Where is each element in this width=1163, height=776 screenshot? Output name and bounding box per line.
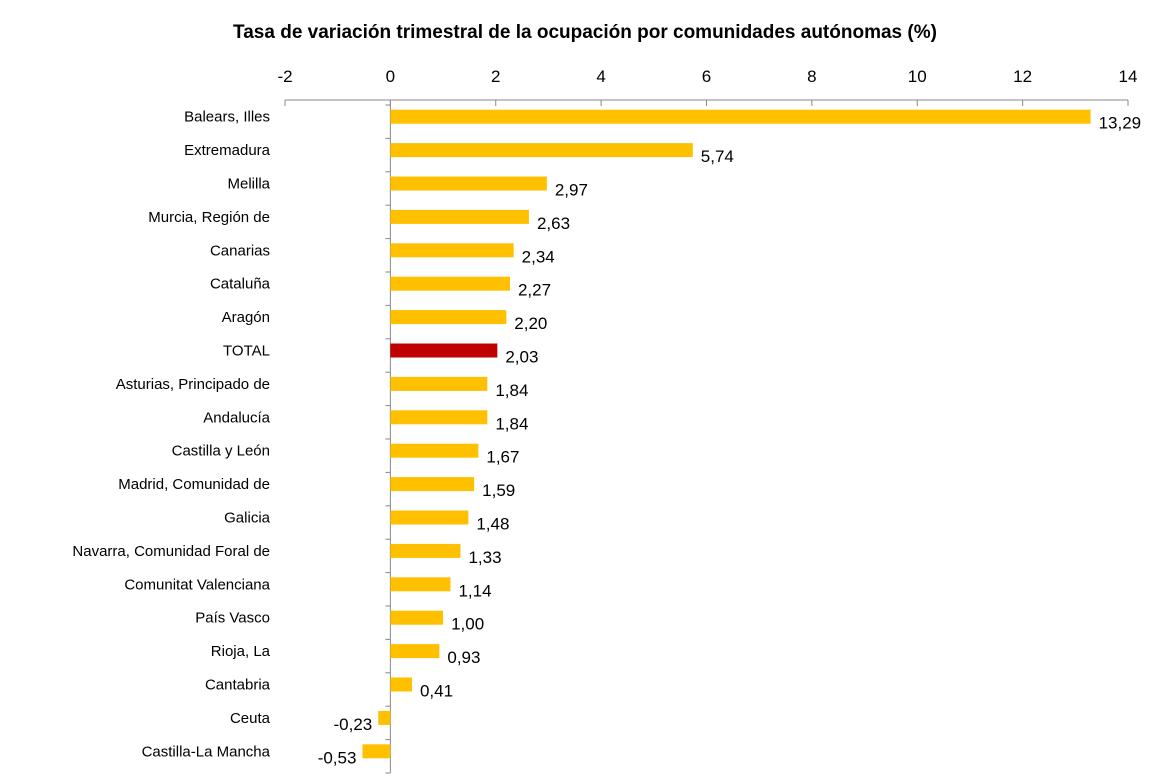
bar — [390, 109, 1091, 124]
value-label: 2,97 — [555, 181, 588, 200]
bar — [390, 143, 693, 158]
category-label: Asturias, Principado de — [116, 376, 270, 393]
bar — [390, 477, 475, 492]
bar — [390, 543, 461, 558]
category-label: Cantabria — [205, 677, 271, 694]
x-tick-label: 10 — [908, 67, 927, 86]
category-label: Extremadura — [184, 142, 271, 159]
bar — [390, 443, 479, 458]
x-tick-label: 14 — [1119, 67, 1138, 86]
bar — [390, 510, 469, 525]
bar — [390, 677, 412, 692]
value-label: 2,63 — [537, 214, 570, 233]
category-label: Andalucía — [203, 409, 270, 426]
category-label: TOTAL — [223, 343, 270, 360]
bar — [390, 243, 514, 258]
bar — [390, 276, 510, 291]
value-label: 1,33 — [468, 548, 501, 567]
x-tick-label: -2 — [277, 67, 292, 86]
category-label: País Vasco — [195, 610, 270, 627]
value-label: 1,59 — [482, 481, 515, 500]
bar — [390, 176, 547, 191]
category-label: Castilla y León — [172, 443, 270, 460]
value-label: 1,14 — [458, 581, 491, 600]
value-label: -0,53 — [318, 748, 357, 767]
category-label: Melilla — [227, 176, 270, 193]
value-label: 2,34 — [522, 247, 555, 266]
bar — [390, 644, 440, 659]
bar — [390, 577, 451, 592]
category-label: Aragón — [222, 309, 270, 326]
x-tick-label: 0 — [386, 67, 395, 86]
category-label: Canarias — [210, 242, 270, 259]
bar — [390, 610, 444, 625]
chart-title: Tasa de variación trimestral de la ocupa… — [233, 22, 937, 43]
value-label: 1,84 — [495, 381, 528, 400]
x-tick-label: 8 — [807, 67, 816, 86]
value-label: 1,00 — [451, 615, 484, 634]
category-label: Murcia, Región de — [148, 209, 270, 226]
value-label: 5,74 — [701, 147, 734, 166]
value-label: 2,03 — [505, 348, 538, 367]
category-label: Madrid, Comunidad de — [118, 476, 270, 493]
category-label: Rioja, La — [211, 643, 271, 660]
category-label: Ceuta — [230, 710, 271, 727]
x-tick-label: 12 — [1013, 67, 1032, 86]
bar — [390, 376, 488, 391]
value-label: 1,84 — [495, 414, 528, 433]
bar — [390, 343, 498, 358]
value-label: 1,67 — [486, 448, 519, 467]
category-label: Castilla-La Mancha — [142, 743, 271, 760]
bar — [390, 209, 529, 224]
category-label: Balears, Illes — [184, 109, 270, 126]
bar — [362, 744, 391, 759]
bar — [378, 710, 391, 725]
value-label: 2,27 — [518, 281, 551, 300]
value-label: 1,48 — [476, 515, 509, 534]
category-label: Comunitat Valenciana — [124, 576, 270, 593]
bar — [390, 410, 488, 425]
x-tick-label: 4 — [596, 67, 605, 86]
x-tick-label: 6 — [702, 67, 711, 86]
category-label: Cataluña — [210, 276, 271, 293]
bar — [390, 310, 507, 325]
category-label: Galicia — [224, 510, 271, 527]
value-label: 0,41 — [420, 682, 453, 701]
x-tick-label: 2 — [491, 67, 500, 86]
value-label: 2,20 — [514, 314, 547, 333]
category-label: Navarra, Comunidad Foral de — [72, 543, 270, 560]
value-label: -0,23 — [334, 715, 373, 734]
value-label: 0,93 — [447, 648, 480, 667]
value-label: 13,29 — [1099, 114, 1142, 133]
